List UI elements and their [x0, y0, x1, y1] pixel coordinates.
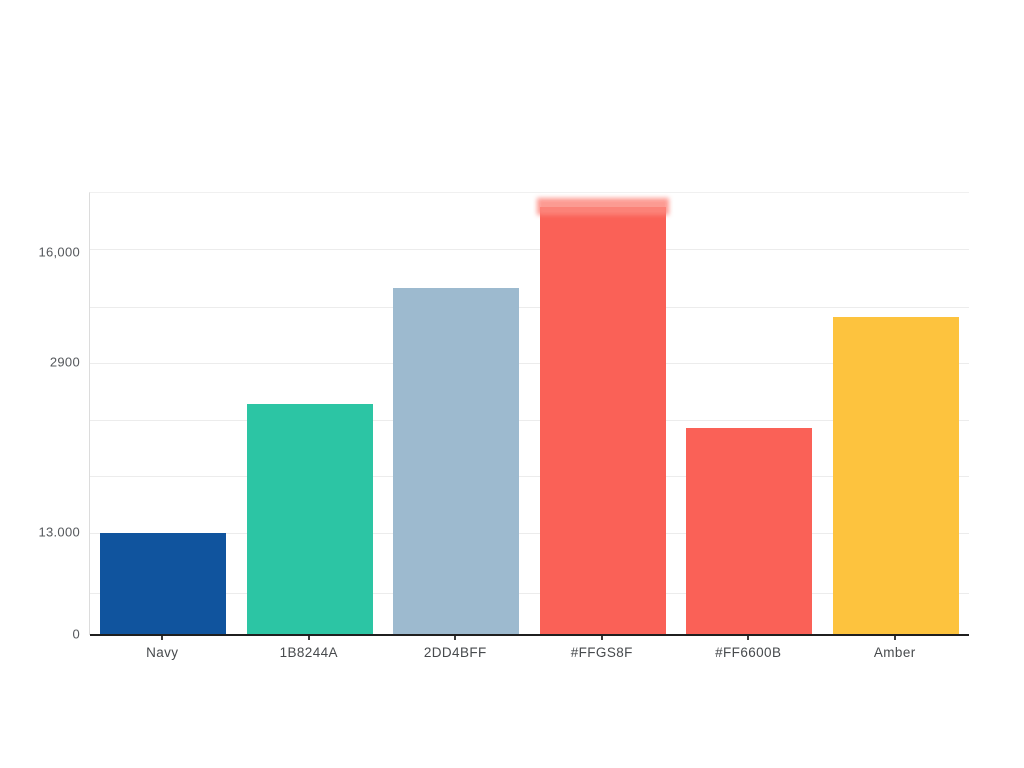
gridline: [90, 307, 969, 309]
y-tick-label: 0: [72, 626, 80, 642]
bar-slot: [90, 193, 236, 635]
x-tick-mark: [307, 635, 310, 640]
bar-slot: [383, 193, 529, 635]
gridline: [90, 475, 969, 477]
x-axis-line: [90, 634, 969, 636]
gridline: [90, 593, 969, 594]
x-category-label: Navy: [146, 645, 179, 660]
gridline: [90, 249, 969, 251]
bar-slot: [823, 193, 969, 635]
x-tick-mark: [454, 635, 457, 640]
plot-area: [89, 192, 969, 636]
x-category-label: #FFGS8F: [570, 645, 633, 660]
gridline: [90, 532, 969, 534]
bar-ffgs8f: [536, 198, 669, 635]
bar-ff6600b: [686, 428, 813, 635]
x-tick-mark: [161, 635, 164, 640]
bar-amber: [832, 317, 959, 635]
bar-navy: [100, 532, 227, 635]
x-tick-mark: [747, 635, 750, 640]
y-tick-label: 13.000: [38, 524, 80, 540]
y-tick-label: 16,000: [38, 244, 80, 260]
bar-2dd4bff: [393, 288, 520, 635]
gridline: [90, 363, 969, 365]
x-tick-mark: [600, 635, 603, 640]
gridline: [90, 420, 969, 422]
bar-slot: [530, 193, 676, 635]
x-category-label: 2DD4BFF: [423, 645, 487, 660]
bar-slot: [676, 193, 822, 635]
bar-slot: [236, 193, 382, 635]
y-tick-label: 2900: [49, 354, 80, 370]
x-category-label: Amber: [873, 645, 916, 660]
bar-1b8244a: [246, 403, 373, 635]
x-tick-mark: [893, 635, 896, 640]
x-category-label: #FF6600B: [715, 645, 782, 660]
x-category-label: 1B8244A: [279, 645, 338, 660]
bar-highlight-cap: [536, 198, 669, 216]
